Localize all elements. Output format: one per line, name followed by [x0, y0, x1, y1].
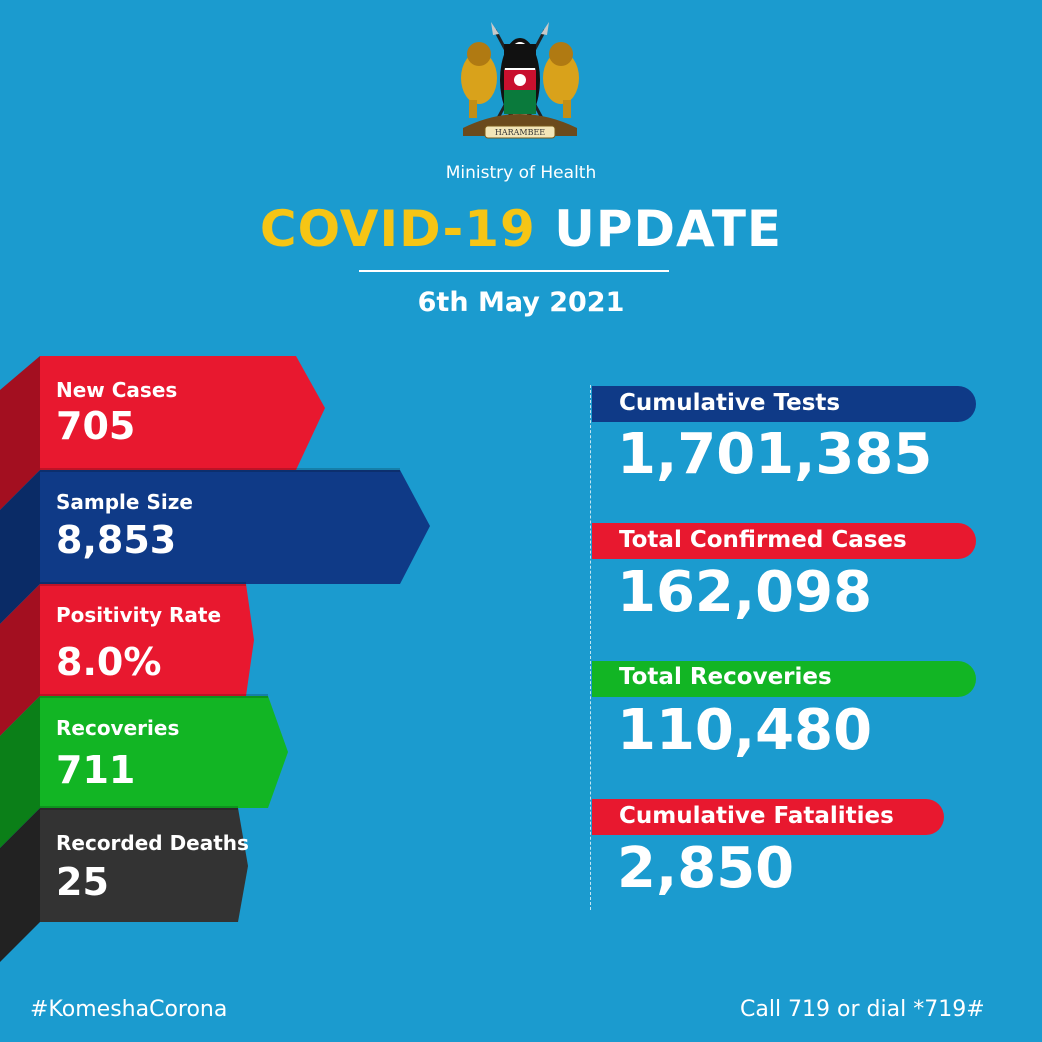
ribbon-recoveries	[40, 696, 288, 808]
ribbon-fold-new-cases	[0, 356, 40, 510]
positivity-rate-label: Positivity Rate	[56, 603, 222, 627]
total-confirmed-label: Total Confirmed Cases	[619, 527, 907, 553]
cumulative-tests-pill	[592, 386, 976, 422]
ribbon-new-cases	[40, 356, 325, 470]
title-part-covid: COVID-19	[259, 200, 536, 258]
total-recoveries-value: 110,480	[617, 698, 873, 763]
cumulative-fatalities-label: Cumulative Fatalities	[619, 803, 894, 829]
ribbon-fold-positivity	[0, 584, 40, 736]
new-cases-value: 705	[56, 404, 136, 448]
title-part-update: UPDATE	[554, 200, 783, 258]
recoveries-value: 711	[56, 748, 136, 792]
ribbon-positivity-rate	[40, 584, 254, 696]
total-confirmed-pill	[592, 523, 976, 559]
cumulative-tests-label: Cumulative Tests	[619, 390, 841, 416]
hotline-text: Call 719 or dial *719#	[740, 997, 985, 1022]
ribbon-sample-size	[40, 470, 430, 584]
svg-text:HARAMBEE: HARAMBEE	[495, 128, 545, 137]
recorded-deaths-label: Recorded Deaths	[56, 831, 249, 855]
dashed-divider	[590, 385, 591, 910]
cumulative-tests-value: 1,701,385	[617, 422, 933, 487]
total-recoveries-label: Total Recoveries	[619, 664, 832, 690]
cumulative-fatalities-pill	[592, 799, 944, 835]
sample-size-value: 8,853	[56, 518, 177, 562]
title-underline	[359, 270, 669, 272]
cumulative-fatalities-value: 2,850	[617, 836, 795, 901]
sample-size-label: Sample Size	[56, 490, 193, 514]
ribbon-recorded-deaths	[40, 808, 248, 922]
ribbon-fold-recoveries	[0, 696, 40, 848]
new-cases-label: New Cases	[56, 378, 178, 402]
update-date: 6th May 2021	[417, 287, 625, 318]
ministry-name: Ministry of Health	[445, 163, 597, 183]
daily-stats-panel: New Cases 705 Sample Size 8,853 Positivi…	[0, 350, 460, 970]
recorded-deaths-value: 25	[56, 860, 109, 904]
recoveries-label: Recoveries	[56, 716, 180, 740]
daily-stats-ribbons	[0, 356, 430, 962]
ribbon-fold-sample-size	[0, 470, 40, 624]
page-title: COVID-19 UPDATE	[0, 200, 1042, 258]
total-recoveries-pill	[592, 661, 976, 697]
positivity-rate-value: 8.0%	[56, 640, 162, 684]
total-confirmed-value: 162,098	[617, 560, 873, 625]
kenya-coat-of-arms-logo: HARAMBEE	[461, 22, 579, 139]
ribbon-fold-deaths	[0, 808, 40, 962]
hashtag-text: #KomeshaCorona	[30, 997, 228, 1022]
